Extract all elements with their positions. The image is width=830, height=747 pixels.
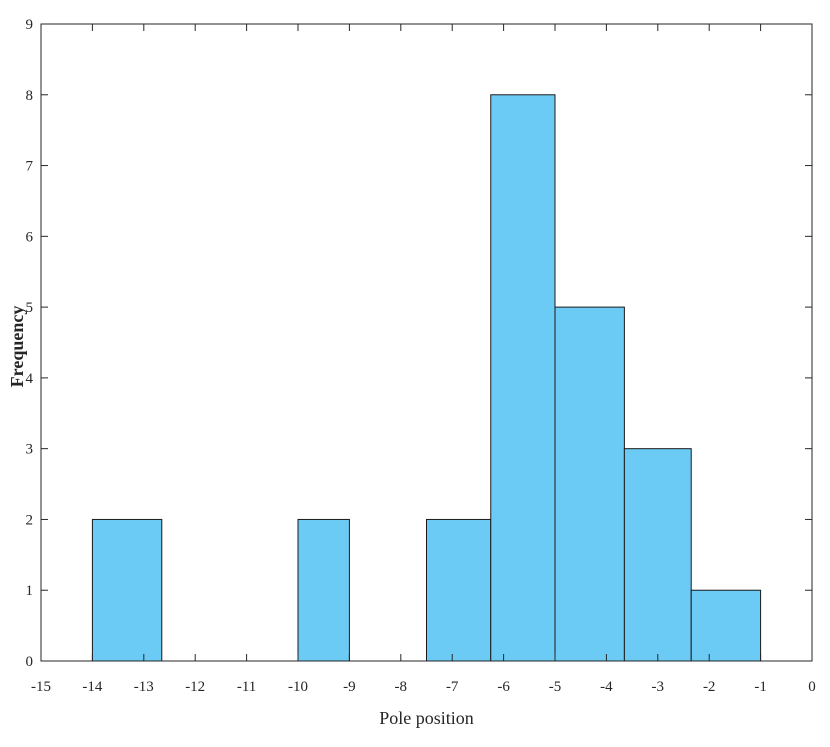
x-axis: -15 -14 -13 -12 -11 -10 -9 -8 -7 -6 -5 -4 -3 -2 -1 0 xyxy=(31,24,816,695)
histogram-bar xyxy=(690,589,762,662)
x-tick-label: -9 xyxy=(343,679,356,695)
y-tick-label: 2 xyxy=(26,512,34,528)
y-tick-label: 1 xyxy=(26,583,34,599)
y-tick-label: 5 xyxy=(26,300,34,316)
y-tick-label: 8 xyxy=(26,88,34,104)
histogram-bar xyxy=(91,518,163,662)
y-tick-label: 7 xyxy=(26,159,34,175)
y-tick-label: 4 xyxy=(26,371,34,387)
x-tick-label: -6 xyxy=(497,679,510,695)
x-tick-label: -2 xyxy=(703,679,716,695)
bars-group xyxy=(91,94,762,662)
histogram-bar xyxy=(426,518,492,662)
plot-frame xyxy=(40,23,813,662)
histogram-bar xyxy=(554,306,625,662)
histogram-bar xyxy=(623,448,692,662)
x-tick-label: -13 xyxy=(134,679,154,695)
y-axis: 0 1 2 3 4 5 6 7 8 9 xyxy=(26,17,812,670)
x-tick-label: -3 xyxy=(652,679,665,695)
y-tick-label: 0 xyxy=(26,654,34,670)
x-tick-label: -12 xyxy=(185,679,205,695)
x-tick-label: -1 xyxy=(754,679,767,695)
x-tick-label: -10 xyxy=(288,679,308,695)
histogram-bar xyxy=(297,518,350,662)
y-axis-label: Frequency xyxy=(7,306,27,388)
x-tick-label: -8 xyxy=(395,679,408,695)
y-tick-label: 9 xyxy=(26,17,34,33)
x-axis-label: Pole position xyxy=(379,708,474,728)
histogram-bar xyxy=(490,94,556,662)
x-tick-label: -11 xyxy=(237,679,256,695)
y-tick-label: 3 xyxy=(26,442,34,458)
x-tick-label: -14 xyxy=(82,679,102,695)
x-tick-label: -15 xyxy=(31,679,51,695)
y-tick-label: 6 xyxy=(26,229,34,245)
x-tick-label: 0 xyxy=(808,679,816,695)
x-tick-label: -5 xyxy=(549,679,562,695)
x-tick-label: -4 xyxy=(600,679,613,695)
x-tick-label: -7 xyxy=(446,679,459,695)
